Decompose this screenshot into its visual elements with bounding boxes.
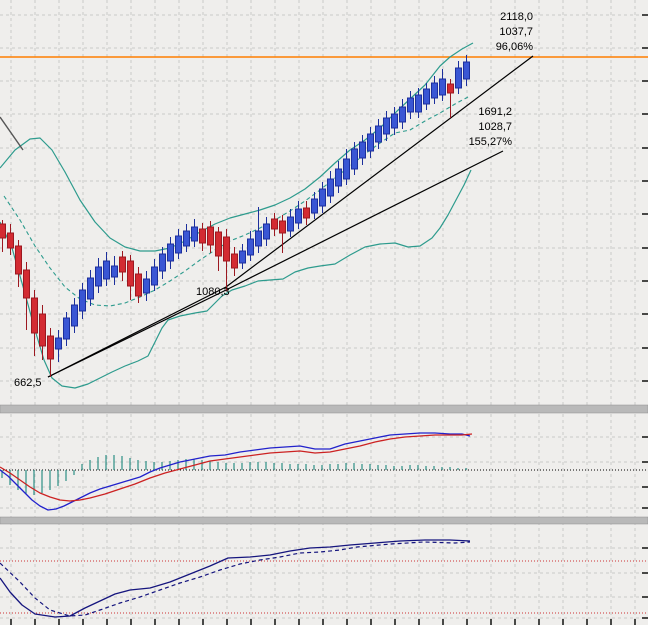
candle-body	[407, 97, 414, 113]
candle-body	[359, 141, 366, 159]
candle-body	[271, 218, 278, 230]
candle-body	[327, 178, 334, 197]
candle-body	[447, 83, 454, 94]
fib-expansion-line-2	[47, 150, 504, 378]
bollinger-lower-band	[0, 169, 472, 389]
candle-body	[383, 117, 390, 135]
candle-body	[367, 133, 374, 152]
candle-body	[0, 223, 6, 239]
candle-body	[263, 223, 270, 240]
candle-body	[215, 231, 222, 257]
candle-body	[431, 82, 438, 99]
candle-body	[423, 88, 430, 105]
candle-body	[351, 148, 358, 170]
candle-body	[311, 198, 318, 214]
candle-body	[143, 278, 150, 294]
stoch-main-line	[0, 539, 471, 618]
fib-target-percent: 96,06%	[495, 41, 533, 53]
macd-line	[0, 432, 471, 511]
candle-body	[87, 277, 94, 300]
panel-separator-1[interactable]	[0, 404, 648, 414]
candle-body	[167, 243, 174, 262]
candle-body	[127, 260, 134, 287]
panel-separator-2[interactable]	[0, 516, 648, 525]
candle-body	[439, 78, 446, 96]
candle-body	[63, 317, 70, 340]
candle-body	[303, 207, 310, 219]
bollinger-upper-band	[0, 42, 474, 252]
candle-body	[343, 158, 350, 180]
candle-body	[239, 250, 246, 264]
fib-target-labels: 2118,0 1037,7 96,06%	[496, 10, 533, 55]
fib-mid-labels: 1691,2 1028,7 155,27%	[469, 105, 512, 150]
fib-mid-percent: 155,27%	[468, 136, 512, 148]
candle-body	[111, 265, 118, 278]
candle-body	[335, 168, 342, 187]
old-trend-line	[0, 116, 24, 151]
candle-body	[279, 220, 286, 234]
candle-body	[319, 188, 326, 207]
fib-target-range: 1037,7	[499, 26, 533, 38]
candle-body	[15, 245, 22, 275]
candle-body	[287, 216, 294, 232]
candle-body	[231, 253, 238, 269]
candle-body	[391, 113, 398, 129]
candle-body	[103, 260, 110, 280]
candle-body	[199, 228, 206, 244]
candle-body	[39, 313, 46, 347]
candle-body	[159, 253, 166, 272]
candle-body	[463, 61, 470, 80]
candle-body	[47, 335, 54, 360]
candle-body	[95, 266, 102, 287]
candle-body	[79, 289, 86, 312]
candle-body	[23, 269, 30, 299]
candle-body	[55, 337, 62, 350]
candle-body	[31, 297, 38, 334]
candle-body	[151, 266, 158, 286]
candle-body	[375, 125, 382, 143]
fib-anchor-low-label: 662,5	[14, 377, 42, 389]
candle-body	[399, 106, 406, 123]
fib-anchor-mid-label: 1080,3	[196, 286, 230, 298]
candle-body	[415, 94, 422, 113]
candle-body	[247, 238, 254, 256]
candle-body	[71, 304, 78, 327]
candle-body	[175, 235, 182, 254]
bollinger-middle-band	[3, 96, 469, 307]
candle-body	[183, 230, 190, 247]
candle-body	[295, 208, 302, 224]
fib-mid-range: 1028,7	[478, 121, 512, 133]
candle-body	[255, 230, 262, 247]
candle-body	[7, 232, 14, 249]
candle-body	[223, 236, 230, 262]
candle-body	[135, 273, 142, 297]
stoch-signal-line	[0, 541, 471, 617]
candle-body	[119, 256, 126, 273]
fib-target-price: 2118,0	[500, 11, 533, 23]
fib-mid-price: 1691,2	[478, 106, 512, 118]
candle-body	[191, 226, 198, 242]
candle-body	[207, 226, 214, 246]
candle-body	[455, 67, 462, 89]
macd-signal-line	[0, 433, 473, 502]
